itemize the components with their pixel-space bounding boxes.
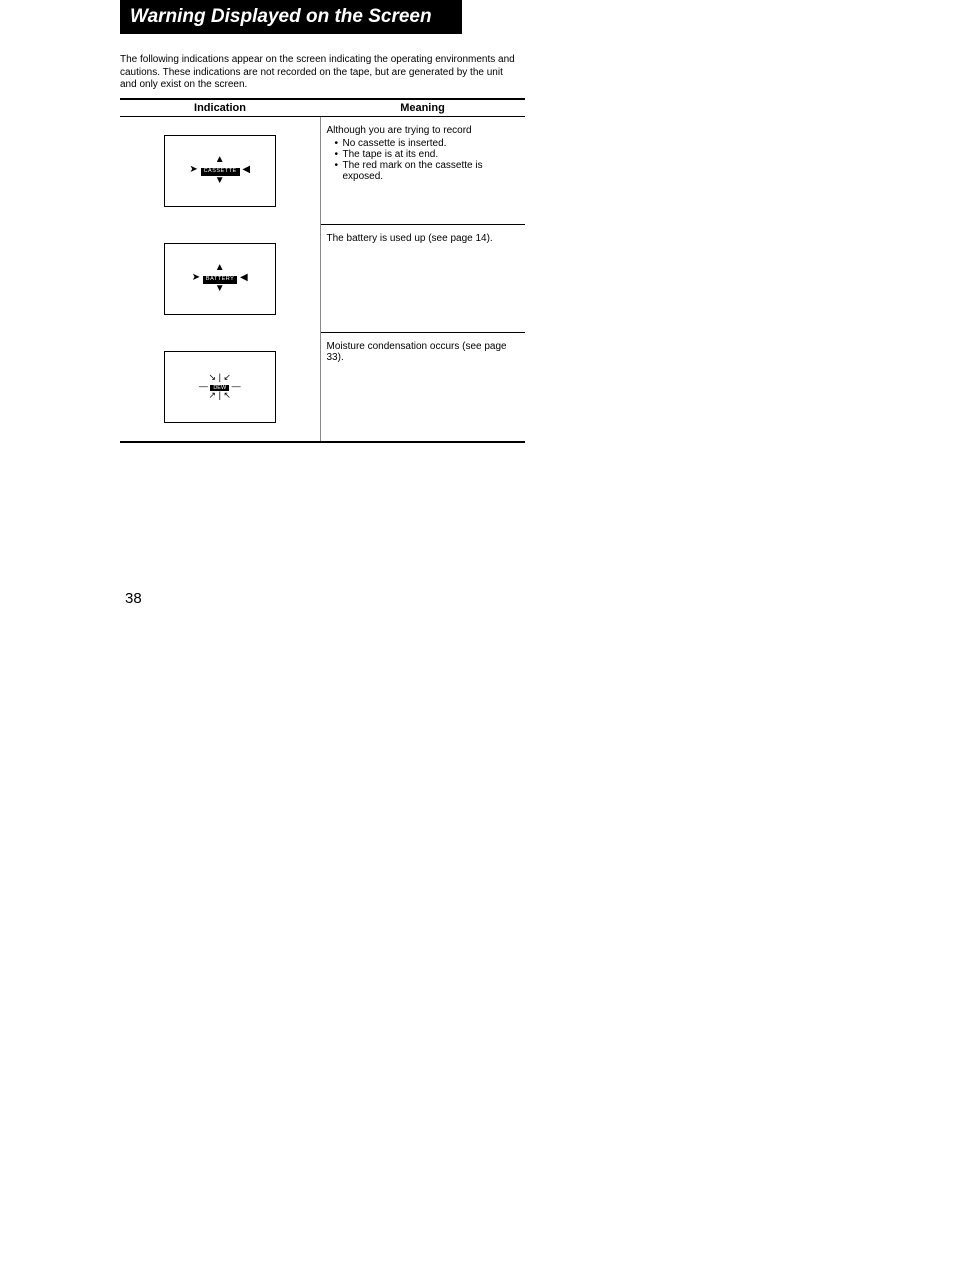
cell-indication: ▲ ➤ BATTERY ◀ ▼ (120, 225, 320, 333)
cassette-warning-icon: ▲ ➤ CASSETTE ◀ ▼ (189, 155, 250, 186)
meaning-text: Moisture condensation occurs (see page 3… (327, 341, 520, 363)
th-meaning: Meaning (320, 99, 525, 117)
indicator-box-dew: ↘ | ↙ — DEW — ↗ | ↖ (164, 351, 276, 423)
meaning-bullets: No cassette is inserted. The tape is at … (327, 138, 520, 182)
cell-meaning: The battery is used up (see page 14). (320, 225, 525, 333)
table-row: ↘ | ↙ — DEW — ↗ | ↖ Moisture condensatio… (120, 333, 525, 442)
meaning-bullet: No cassette is inserted. (337, 138, 520, 149)
cell-meaning: Although you are trying to record No cas… (320, 116, 525, 225)
meaning-bullet: The red mark on the cassette is exposed. (337, 160, 520, 182)
cell-indication: ↘ | ↙ — DEW — ↗ | ↖ (120, 333, 320, 442)
table-row: ▲ ➤ CASSETTE ◀ ▼ Although you are trying… (120, 116, 525, 225)
section-title: Warning Displayed on the Screen (120, 0, 462, 34)
indicator-box-cassette: ▲ ➤ CASSETTE ◀ ▼ (164, 135, 276, 207)
cell-meaning: Moisture condensation occurs (see page 3… (320, 333, 525, 442)
page-number: 38 (125, 590, 142, 607)
th-indication: Indication (120, 99, 320, 117)
warning-table: Indication Meaning ▲ ➤ CASSETTE ◀ ▼ (120, 98, 525, 443)
meaning-lead: Although you are trying to record (327, 125, 520, 136)
battery-warning-icon: ▲ ➤ BATTERY ◀ ▼ (192, 263, 248, 294)
manual-page: Warning Displayed on the Screen The foll… (0, 0, 954, 1286)
dew-warning-icon: ↘ | ↙ — DEW — ↗ | ↖ (199, 373, 241, 399)
meaning-bullet: The tape is at its end. (337, 149, 520, 160)
table-header-row: Indication Meaning (120, 99, 525, 117)
table-row: ▲ ➤ BATTERY ◀ ▼ The battery is used up (… (120, 225, 525, 333)
indicator-box-battery: ▲ ➤ BATTERY ◀ ▼ (164, 243, 276, 315)
cell-indication: ▲ ➤ CASSETTE ◀ ▼ (120, 116, 320, 225)
intro-text: The following indications appear on the … (120, 54, 520, 92)
meaning-text: The battery is used up (see page 14). (327, 233, 520, 244)
